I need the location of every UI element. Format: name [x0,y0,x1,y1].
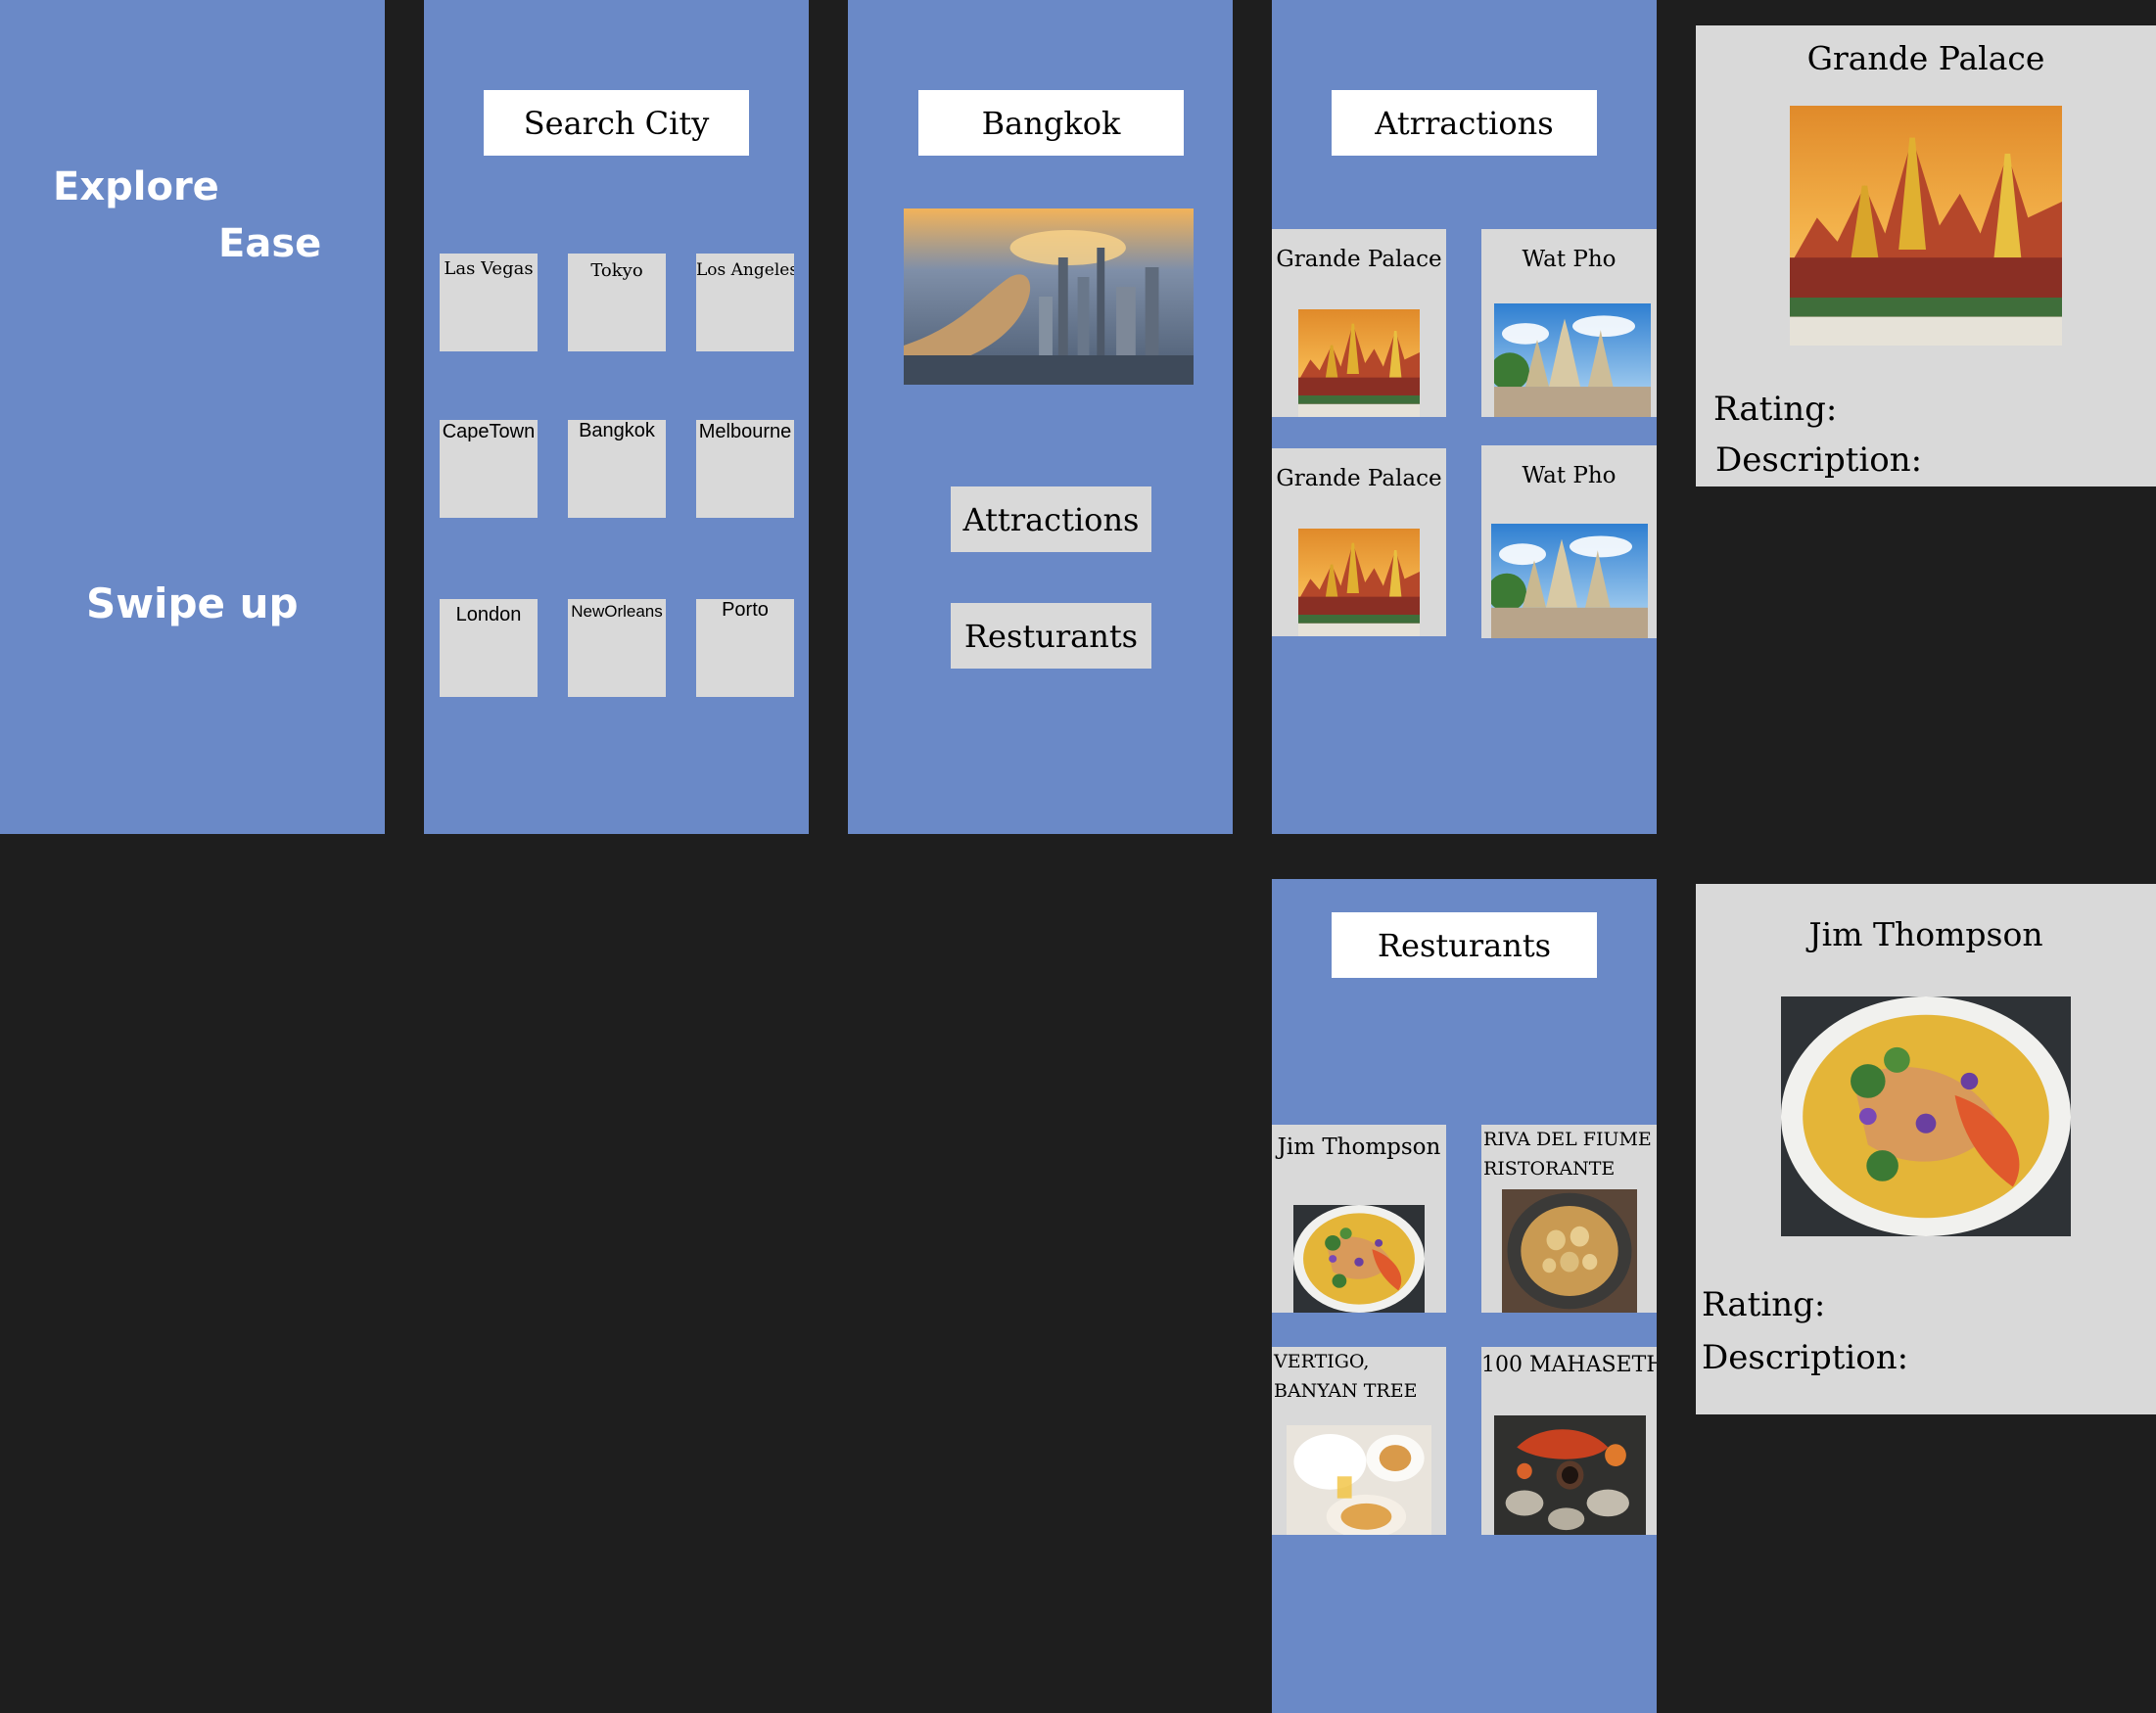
city-tile-los-angeles[interactable]: Los Angeles [696,254,794,351]
city-tile-bangkok[interactable]: Bangkok [568,420,666,518]
attraction-card-title: Grande Palace [1276,466,1442,491]
attractions-title: Atrractions [1332,90,1597,156]
grande-palace-photo [1298,529,1420,636]
city-tile-capetown[interactable]: CapeTown [440,420,538,518]
restaurant-card[interactable]: Jim Thompson [1272,1125,1446,1313]
search-screen: Search City Las Vegas Tokyo Los Angeles … [424,0,809,834]
attraction-card-title: Grande Palace [1276,247,1442,272]
grande-palace-photo [1790,106,2062,346]
restaurants-title: Resturants [1332,912,1597,978]
restaurant-detail-title: Jim Thompson [1808,915,2043,953]
city-tile-london[interactable]: London [440,599,538,697]
city-tile-tokyo[interactable]: Tokyo [568,254,666,351]
restaurants-screen: Resturants Jim Thompson RIVA DEL FIUME R… [1272,879,1657,1713]
wat-pho-photo [1491,524,1648,638]
restaurant-detail-panel: Jim Thompson Rating: Description: [1696,884,2156,1414]
restaurants-button[interactable]: Resturants [951,603,1151,669]
attraction-detail-panel: Grande Palace Rating: Description: [1696,25,2156,486]
city-title: Bangkok [918,90,1184,156]
restaurant-card-title: 100 MAHASETH [1481,1353,1657,1377]
city-tile-melbourne[interactable]: Melbourne [696,420,794,518]
city-tile-porto[interactable]: Porto [696,599,794,697]
attraction-card[interactable]: Wat Pho [1481,445,1657,638]
rating-label: Rating: [1702,1285,1826,1324]
swipe-up-hint[interactable]: Swipe up [86,579,299,627]
city-screen: Bangkok Attractions Resturants [848,0,1233,834]
brand-word-ease: Ease [218,221,322,266]
grande-palace-photo [1298,309,1420,417]
vertigo-dish-photo [1287,1425,1431,1535]
jim-thompson-dish-photo [1781,996,2071,1236]
restaurant-card[interactable]: VERTIGO, BANYAN TREE [1272,1347,1446,1535]
riva-del-fiume-dish-photo [1502,1189,1637,1313]
city-skyline-photo [904,208,1194,385]
city-tile-las-vegas[interactable]: Las Vegas [440,254,538,351]
attraction-detail-title: Grande Palace [1806,39,2045,77]
attractions-screen: Atrractions Grande Palace Wat Pho Grande… [1272,0,1657,834]
city-tile-neworleans[interactable]: NewOrleans [568,599,666,697]
attraction-card[interactable]: Grande Palace [1272,448,1446,636]
mahaseth-dish-photo [1494,1415,1646,1535]
search-city-button[interactable]: Search City [484,90,749,156]
description-label: Description: [1715,440,1923,480]
restaurant-card-title: VERTIGO, BANYAN TREE [1274,1351,1418,1402]
attraction-card[interactable]: Wat Pho [1481,229,1657,417]
wat-pho-photo [1494,303,1651,417]
attraction-card-title: Wat Pho [1522,247,1617,272]
attractions-button[interactable]: Attractions [951,486,1151,552]
restaurant-card[interactable]: 100 MAHASETH [1481,1347,1657,1535]
brand-word-explore: Explore [53,164,219,209]
restaurant-card[interactable]: RIVA DEL FIUME RISTORANTE [1481,1125,1657,1313]
description-label: Description: [1702,1338,1909,1377]
attraction-card-title: Wat Pho [1522,463,1617,488]
restaurant-card-title: RIVA DEL FIUME RISTORANTE [1483,1129,1652,1180]
restaurant-card-title: Jim Thompson [1277,1134,1441,1160]
rating-label: Rating: [1713,390,1838,429]
jim-thompson-dish-photo [1293,1205,1425,1313]
attraction-card[interactable]: Grande Palace [1272,229,1446,417]
splash-screen[interactable]: Explore Ease Swipe up [0,0,385,834]
